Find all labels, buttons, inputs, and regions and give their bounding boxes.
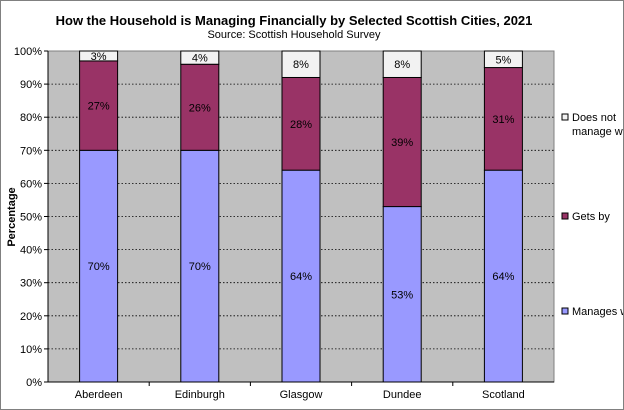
y-tick-label: 20% xyxy=(20,311,42,323)
y-axis-label: Percentage xyxy=(6,187,18,246)
x-tick-label: Glasgow xyxy=(280,389,323,401)
y-tick-label: 30% xyxy=(20,278,42,290)
data-label: 64% xyxy=(290,271,312,283)
x-tick-label: Scotland xyxy=(482,389,525,401)
data-label: 3% xyxy=(91,51,107,63)
data-label: 4% xyxy=(192,53,208,65)
data-label: 27% xyxy=(88,101,110,113)
y-tick-label: 70% xyxy=(20,145,42,157)
legend-swatch xyxy=(561,113,569,121)
data-label: 39% xyxy=(391,137,413,149)
bar-segment xyxy=(79,50,119,62)
legend-entry: Gets by xyxy=(572,211,610,223)
x-tick-label: Dundee xyxy=(383,389,422,401)
bar-segment xyxy=(281,169,321,383)
bar-segment xyxy=(483,67,523,171)
y-tick-label: 10% xyxy=(20,344,42,356)
y-tick-label: 90% xyxy=(20,79,42,91)
bar-segment xyxy=(281,76,321,171)
bar-segment xyxy=(281,50,321,78)
legend-swatch xyxy=(561,307,569,315)
data-label: 5% xyxy=(495,54,511,66)
data-label: 8% xyxy=(293,59,309,71)
x-tick-label: Edinburgh xyxy=(175,389,225,401)
y-tick-label: 100% xyxy=(14,46,42,58)
y-tick-label: 60% xyxy=(20,178,42,190)
bar-segment xyxy=(382,50,422,78)
data-label: 28% xyxy=(290,119,312,131)
bar-segment xyxy=(180,149,220,383)
data-label: 70% xyxy=(88,261,110,273)
data-label: 70% xyxy=(189,261,211,273)
bar-segment xyxy=(180,63,220,151)
data-label: 31% xyxy=(492,114,514,126)
bar-segment xyxy=(483,50,523,69)
bar-segment xyxy=(180,50,220,65)
chart-subtitle: Source: Scottish Household Survey xyxy=(207,29,381,41)
y-tick-label: 80% xyxy=(20,112,42,124)
x-tick-label: Aberdeen xyxy=(75,389,123,401)
y-tick-label: 50% xyxy=(20,212,42,224)
y-tick-label: 0% xyxy=(26,377,42,389)
bar-segment xyxy=(483,169,523,383)
legend-entry: Manages well xyxy=(572,306,623,318)
data-label: 8% xyxy=(394,59,410,71)
legend-swatch xyxy=(561,212,569,220)
data-label: 26% xyxy=(189,102,211,114)
bar-segment xyxy=(382,76,422,208)
data-label: 53% xyxy=(391,289,413,301)
data-label: 64% xyxy=(492,271,514,283)
chart-title: How the Household is Managing Financiall… xyxy=(56,13,533,28)
y-tick-label: 40% xyxy=(20,245,42,257)
bar-segment xyxy=(79,60,119,151)
bar-segment xyxy=(79,149,119,383)
